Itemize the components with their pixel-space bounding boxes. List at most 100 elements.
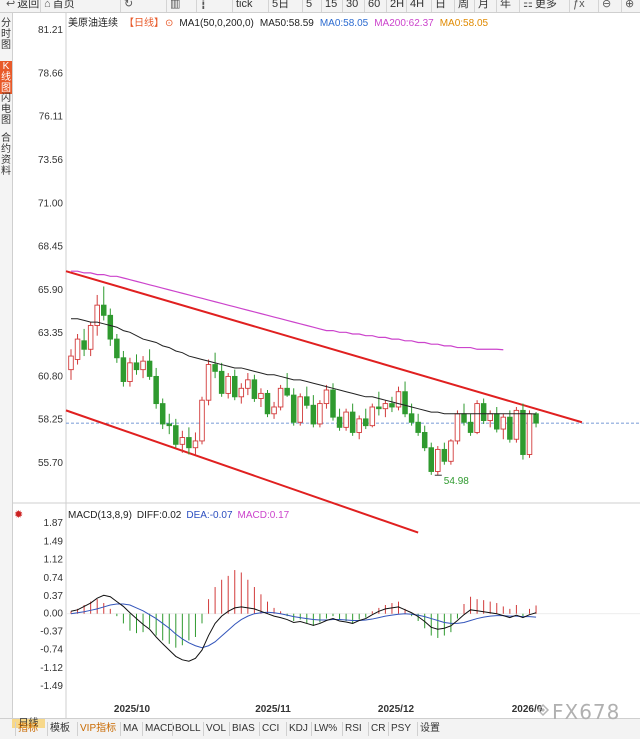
more-button[interactable]: ☷ 更多	[523, 0, 557, 11]
upper-channel-line	[65, 270, 583, 424]
back-button[interactable]: ↩ 返回	[6, 0, 39, 11]
candle	[389, 396, 395, 413]
indicator-tab-1[interactable]: 模板	[50, 723, 70, 734]
indicator-tab-4[interactable]: MACD	[145, 723, 175, 734]
candle	[114, 333, 120, 363]
candle-body	[231, 375, 238, 398]
toolbar-label: 返回	[17, 0, 40, 10]
period-周-button[interactable]: 周	[458, 0, 469, 11]
candle-body	[166, 423, 172, 427]
ma0-value-b: MA0:58.05	[439, 18, 489, 29]
price-axis-tick: 68.45	[38, 242, 63, 253]
indicator-tab-9[interactable]: KDJ	[289, 723, 308, 734]
bottom-indicator-bar: 日线 指标 模板 VIP指标 MA MACD BOLL VOL BIAS CCI KDJ LW% RSI…	[0, 718, 640, 739]
period-5-button[interactable]: 5	[306, 0, 312, 11]
candle-body	[428, 447, 435, 472]
candle-body	[74, 338, 81, 360]
home-button[interactable]: ⌂ 首页	[44, 0, 75, 11]
toolbar-separator	[431, 0, 432, 12]
candle-body	[133, 362, 140, 371]
zoom-in-button[interactable]: ⊕	[625, 0, 636, 11]
candle-body	[533, 413, 539, 424]
candle	[212, 352, 218, 379]
date-axis-tick: 2025/10	[114, 704, 151, 715]
toolbar-label: 日	[435, 0, 446, 10]
sidebar-tab-2[interactable]: 闪电图	[1, 93, 11, 126]
price-axis-tick: 60.80	[38, 371, 63, 382]
period-日-button[interactable]: 日	[435, 0, 446, 11]
candle-body	[310, 404, 317, 425]
indicator-tab-10[interactable]: LW%	[314, 723, 338, 734]
candle	[192, 432, 199, 455]
top-toolbar: ↩ 返回 ⌂ 首页 ↻ ▥ ┇ tick 5日 5 15 30 60 2H 4H 日 周月 年 ☷ 更多 ƒx ⊖ ⊕	[0, 0, 640, 13]
candle-body	[264, 392, 271, 415]
candle-body	[467, 421, 474, 433]
candle-body	[369, 406, 376, 427]
candle-body	[127, 362, 133, 382]
period-15-button[interactable]: 15	[325, 0, 337, 11]
indicator-tab-6[interactable]: VOL	[206, 723, 227, 734]
candle	[369, 403, 376, 428]
indicator-tab-5[interactable]: BOLL	[175, 723, 201, 734]
toolbar-label: tick	[236, 0, 253, 10]
chart-bars-button[interactable]: ▥	[170, 0, 182, 11]
period-60-button[interactable]: 60	[368, 0, 380, 11]
price-chart[interactable]: 81.21 78.66 76.11 73.56 71.00 68.45 65.90 63.35…	[0, 0, 640, 718]
ma50-value: MA50:58.59	[259, 18, 314, 29]
indicator-tab-13[interactable]: PSY	[391, 723, 412, 734]
period-年-button[interactable]: 年	[500, 0, 511, 11]
candle-body	[107, 314, 114, 340]
sidebar-tab-1[interactable]: K线图	[0, 61, 12, 94]
candle-body	[461, 413, 467, 423]
indicator-tab-2[interactable]: VIP指标	[80, 723, 117, 734]
candle	[284, 373, 290, 397]
period-settings-icon[interactable]: ⊙	[165, 18, 174, 29]
macd-title[interactable]: MACD(13,8,9)	[68, 510, 132, 521]
candle-body	[376, 406, 382, 410]
period-2H-button[interactable]: 2H	[390, 0, 404, 11]
macd-axis-tick: 1.87	[44, 518, 64, 529]
indicator-tab-12[interactable]: CR	[371, 723, 386, 734]
candle-body	[408, 413, 415, 423]
candles-button[interactable]: ┇	[200, 0, 209, 11]
candle	[428, 442, 435, 475]
indicator-tab-11[interactable]: RSI	[345, 723, 362, 734]
period-4H-button[interactable]: 4H	[410, 0, 424, 11]
candle	[467, 413, 474, 436]
ma200-line	[71, 270, 504, 351]
candle-body	[179, 437, 186, 445]
sidebar-tab-3[interactable]: 合约资料	[1, 133, 11, 177]
candle-body	[225, 375, 231, 394]
candle-body	[526, 413, 533, 455]
period-月-button[interactable]: 月	[478, 0, 489, 11]
period-30-button[interactable]: 30	[346, 0, 358, 11]
macd-axis-tick: -0.37	[40, 627, 63, 638]
sidebar-tab-0[interactable]: 分时图	[1, 18, 11, 51]
indicator-tab-7[interactable]: BIAS	[232, 723, 255, 734]
tab-separator	[286, 722, 287, 736]
candle-body	[205, 364, 212, 401]
candle-body	[507, 416, 513, 440]
refresh-button[interactable]: ↻	[124, 0, 135, 11]
indicator-tab-3[interactable]: MA	[123, 723, 138, 734]
indicator-tab-0[interactable]: 指标	[18, 723, 38, 734]
indicator-tab-14[interactable]: 设置	[420, 723, 440, 734]
macd-dea-value: DEA:-0.07	[186, 510, 233, 521]
ma50-line	[71, 318, 537, 415]
ma1-settings[interactable]: MA1(50,0,200,0)	[179, 18, 254, 29]
indicator-tab-8[interactable]: CCI	[262, 723, 280, 734]
candle	[448, 439, 454, 465]
period-tick-button[interactable]: tick	[236, 0, 253, 11]
toolbar-label: 15	[325, 0, 338, 10]
period-5日-button[interactable]: 5日	[272, 0, 289, 11]
macd-axis-tick: -0.74	[40, 645, 63, 656]
macd-settings-icon[interactable]: ✹	[14, 509, 24, 521]
formula-button[interactable]: ƒx	[573, 0, 587, 11]
period-selector[interactable]: 【日线】	[124, 18, 164, 29]
tab-separator	[172, 722, 173, 736]
tab-separator	[120, 722, 121, 736]
zoom-out-button[interactable]: ⊖	[602, 0, 613, 11]
candle	[513, 406, 520, 443]
candle	[245, 373, 251, 396]
toolbar-label: 5日	[272, 0, 290, 10]
